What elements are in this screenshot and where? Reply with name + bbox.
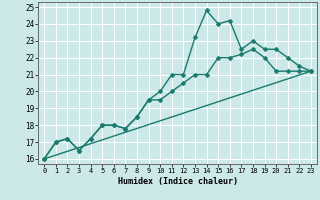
X-axis label: Humidex (Indice chaleur): Humidex (Indice chaleur) [118, 177, 238, 186]
